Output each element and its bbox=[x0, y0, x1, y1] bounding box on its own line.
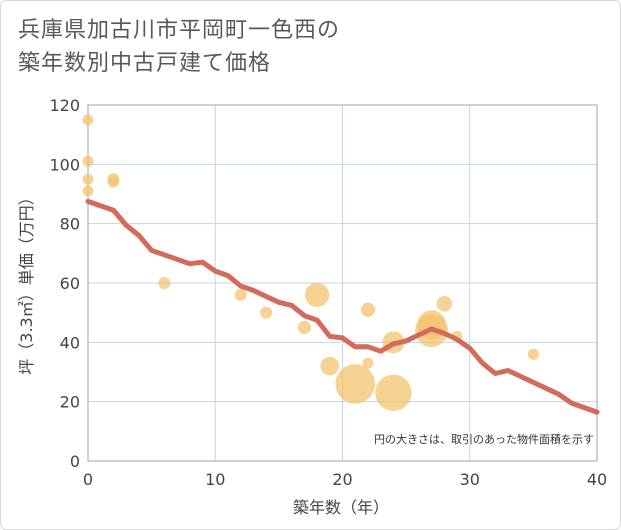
data-bubble bbox=[527, 348, 539, 360]
size-note: 円の大きさは、取引のあった物件面積を示す bbox=[374, 432, 594, 446]
y-tick-label: 120 bbox=[49, 96, 80, 115]
data-bubble bbox=[260, 306, 273, 319]
data-bubble bbox=[158, 276, 171, 290]
data-bubble bbox=[82, 185, 94, 197]
y-tick-label: 60 bbox=[60, 274, 80, 293]
x-tick-label: 20 bbox=[332, 470, 352, 489]
data-bubble bbox=[297, 320, 311, 335]
title-line-2: 築年数別中古戸建て価格 bbox=[18, 51, 272, 76]
title-line-1: 兵庫県加古川市平岡町一色西の bbox=[18, 18, 341, 43]
x-axis-title: 築年数（年） bbox=[293, 498, 389, 517]
y-tick-label: 100 bbox=[49, 155, 80, 174]
data-bubble bbox=[436, 296, 452, 312]
data-bubble bbox=[304, 282, 330, 307]
data-bubble bbox=[320, 356, 340, 376]
data-bubble bbox=[335, 364, 376, 404]
y-tick-label: 0 bbox=[70, 452, 80, 471]
data-bubble bbox=[360, 302, 376, 317]
x-tick-labels: 0 10 20 30 40 bbox=[83, 470, 607, 489]
x-tick-label: 10 bbox=[205, 470, 225, 489]
data-bubble bbox=[82, 114, 94, 126]
data-bubble bbox=[82, 173, 94, 185]
y-tick-label: 20 bbox=[60, 393, 80, 412]
x-tick-label: 40 bbox=[587, 470, 607, 489]
x-tick-label: 0 bbox=[83, 470, 93, 489]
y-tick-label: 80 bbox=[60, 215, 80, 234]
x-tick-label: 30 bbox=[460, 470, 480, 489]
data-bubble bbox=[82, 155, 94, 167]
bubble-layer bbox=[82, 114, 539, 411]
y-axis-title: 坪（3.3㎡）単価（万円） bbox=[17, 189, 36, 374]
data-bubble bbox=[107, 176, 119, 188]
chart-title: 兵庫県加古川市平岡町一色西の 築年数別中古戸建て価格 bbox=[18, 14, 578, 80]
data-bubble bbox=[362, 357, 374, 369]
data-bubble bbox=[234, 288, 247, 301]
data-bubble bbox=[375, 374, 412, 411]
y-tick-label: 40 bbox=[60, 333, 80, 352]
trend-line bbox=[85, 198, 600, 415]
plot-area bbox=[87, 104, 598, 462]
y-tick-labels: 0 20 40 60 80 100 120 bbox=[49, 96, 80, 471]
